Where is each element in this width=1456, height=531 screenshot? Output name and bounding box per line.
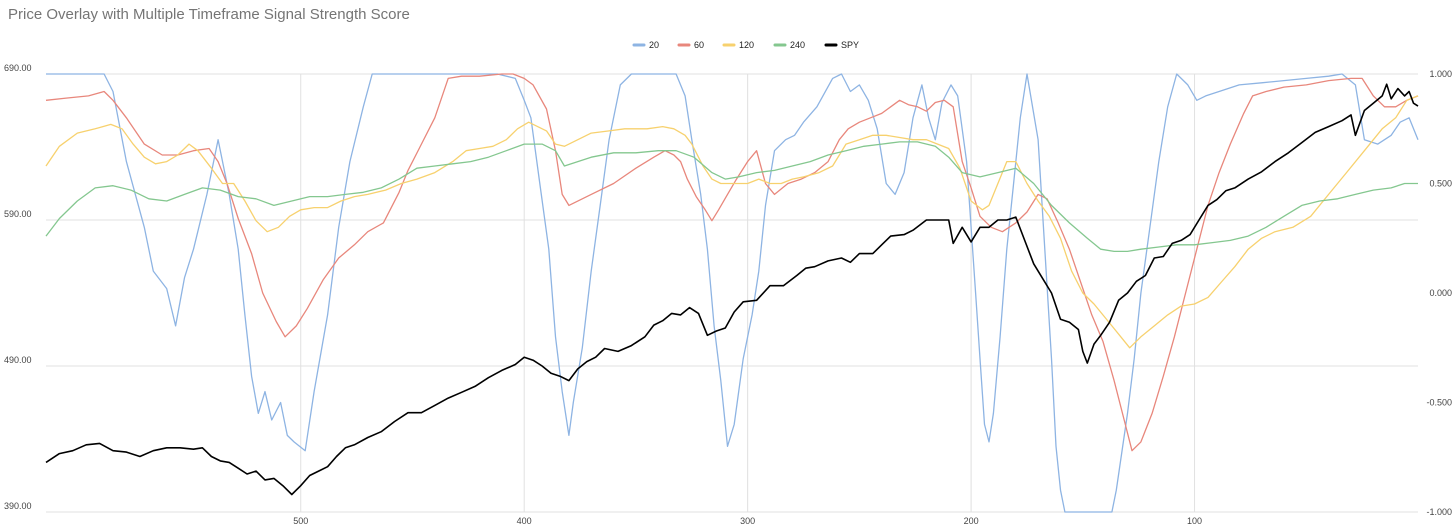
y-right-tick-label: 0.500 — [1429, 179, 1452, 189]
x-tick-label: 200 — [964, 516, 979, 526]
y-left-tick-label: 590.00 — [4, 209, 32, 219]
y-left-tick-label: 490.00 — [4, 355, 32, 365]
series-group — [45, 73, 1419, 513]
legend-label: 20 — [649, 40, 659, 50]
series-line-60 — [45, 73, 1419, 452]
series-line-SPY — [45, 83, 1419, 496]
y-right-tick-label: -1.000 — [1426, 507, 1452, 517]
series-line-20 — [46, 73, 1419, 513]
y-left-tick-label: 690.00 — [4, 63, 32, 73]
y-right-tick-label: 1.000 — [1429, 69, 1452, 79]
x-tick-label: 300 — [740, 516, 755, 526]
y-right-tick-label: 0.000 — [1429, 288, 1452, 298]
legend: 20 60 120 240 SPY — [632, 40, 859, 50]
series-line-120 — [45, 95, 1419, 349]
y-right-tick-label: -0.500 — [1426, 398, 1452, 408]
x-tick-label: 100 — [1187, 516, 1202, 526]
series-line-240 — [45, 141, 1418, 253]
legend-label: 240 — [790, 40, 805, 50]
axes: 390.00 490.00 590.00 690.00 500 400 300 200 100 -… — [4, 63, 1452, 526]
legend-label: 120 — [739, 40, 754, 50]
chart-title: Price Overlay with Multiple Timeframe Si… — [8, 6, 410, 23]
x-tick-label: 500 — [293, 516, 308, 526]
grid — [46, 73, 1418, 513]
legend-label: 60 — [694, 40, 704, 50]
y-left-tick-label: 390.00 — [4, 501, 32, 511]
x-tick-label: 400 — [517, 516, 532, 526]
legend-label: SPY — [841, 40, 859, 50]
